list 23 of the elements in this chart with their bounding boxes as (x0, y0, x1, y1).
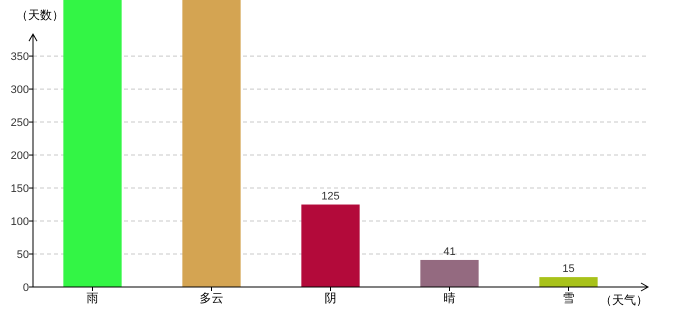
x-tick-label: 多云 (200, 291, 224, 305)
x-tick-label: 雪 (562, 291, 574, 305)
y-axis-title: （天数） (16, 8, 64, 22)
x-tick-label: 雨 (86, 291, 98, 305)
y-tick-label: 100 (10, 216, 29, 228)
data-label: 41 (443, 246, 456, 258)
y-tick-label: 350 (10, 51, 29, 64)
bar (182, 0, 241, 287)
y-tick-label: 0 (22, 282, 29, 294)
data-label: 125 (321, 190, 340, 203)
bar (539, 277, 598, 287)
bar (301, 204, 360, 287)
x-axis-title: （天气） (600, 293, 648, 307)
bar (420, 260, 479, 287)
y-tick-label: 300 (10, 84, 29, 96)
x-tick-label: 晴 (444, 291, 456, 305)
data-label: 15 (562, 263, 575, 276)
y-tick-label: 200 (10, 150, 29, 162)
y-tick-label: 150 (10, 183, 29, 196)
y-tick-label: 250 (10, 117, 29, 130)
x-tick-label: 阴 (324, 291, 336, 305)
bar (63, 0, 122, 287)
y-tick-label: 50 (16, 249, 29, 262)
